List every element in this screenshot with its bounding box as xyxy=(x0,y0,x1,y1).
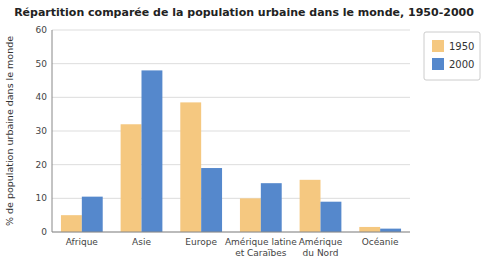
title: Répartition comparée de la population ur… xyxy=(14,6,474,19)
chart-container: Répartition comparée de la population ur… xyxy=(0,0,488,270)
legend: 1950 2000 xyxy=(424,32,480,80)
y-tick-label: 20 xyxy=(36,160,48,170)
grid-line xyxy=(52,97,410,98)
bars xyxy=(61,70,401,232)
bar xyxy=(142,70,163,232)
x-tick-label: Afrique xyxy=(66,237,99,247)
y-axis-label: % de population urbaine dans le monde xyxy=(4,36,15,226)
bar xyxy=(61,215,82,232)
bar xyxy=(300,180,321,232)
grid-line xyxy=(52,164,410,165)
x-tick-label: Asie xyxy=(132,237,151,247)
x-tick-label: Europe xyxy=(185,237,217,247)
grid-line xyxy=(52,30,410,31)
bar xyxy=(359,227,380,232)
bar xyxy=(240,198,261,232)
bar xyxy=(201,168,222,232)
bar xyxy=(321,202,342,232)
legend-frame xyxy=(424,32,480,80)
bar xyxy=(121,124,142,232)
legend-swatch xyxy=(432,58,444,70)
y-tick-label: 40 xyxy=(36,92,48,102)
x-tick-label: Océanie xyxy=(362,237,399,247)
legend-label: 1950 xyxy=(449,41,474,52)
legend-swatch xyxy=(432,40,444,52)
y-tick-label: 30 xyxy=(36,126,48,136)
y-tick-label: 50 xyxy=(36,59,48,69)
legend-label: 2000 xyxy=(449,59,474,70)
grid-line xyxy=(52,63,410,64)
grid-line xyxy=(52,198,410,199)
x-axis-line xyxy=(52,232,410,233)
y-axis-line xyxy=(52,30,53,232)
bar xyxy=(380,229,401,232)
x-tick-label: Amérique latineet Caraïbes xyxy=(225,237,297,258)
y-tick-label: 60 xyxy=(36,25,48,35)
chart: Répartition comparée de la population ur… xyxy=(0,0,488,270)
y-tick-label: 0 xyxy=(41,227,47,237)
bar xyxy=(180,102,201,232)
bar xyxy=(82,197,103,232)
grid-line xyxy=(52,131,410,132)
grid-line xyxy=(52,232,410,233)
y-tick-label: 10 xyxy=(36,193,48,203)
x-tick-label: Amériquedu Nord xyxy=(299,237,343,258)
bar xyxy=(261,183,282,232)
